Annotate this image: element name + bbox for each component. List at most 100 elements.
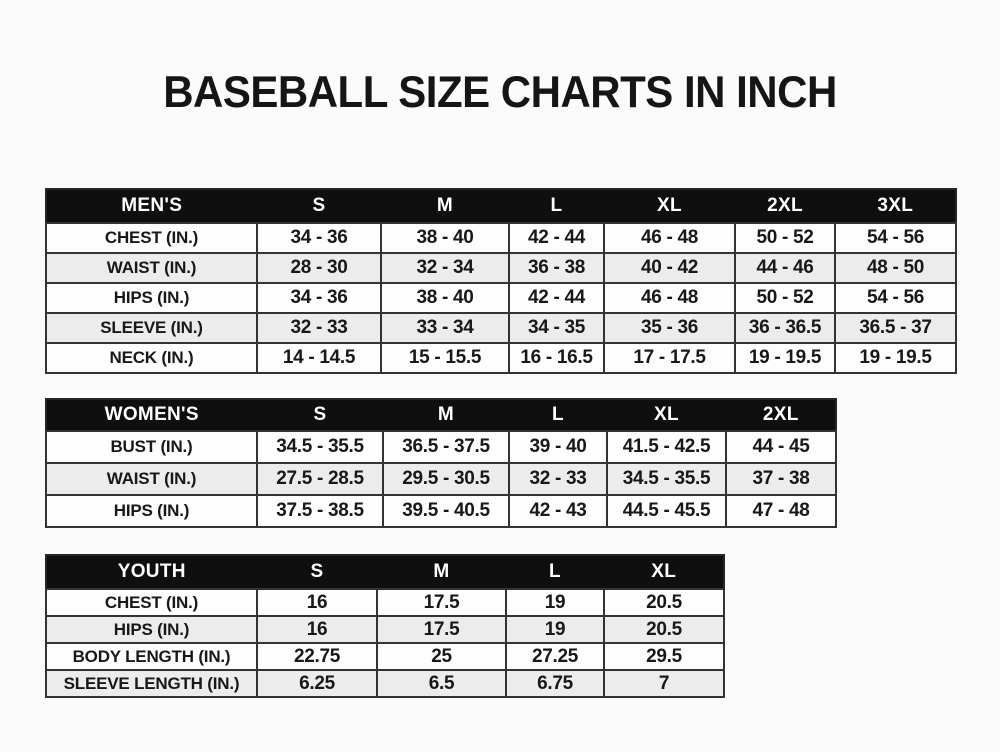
size-column-header: XL	[606, 398, 727, 432]
size-value-cell: 37.5 - 38.5	[256, 494, 384, 528]
measurement-label: HIPS (IN.)	[45, 615, 258, 644]
size-value-cell: 47 - 48	[725, 494, 837, 528]
size-value-cell: 6.75	[505, 669, 605, 698]
size-column-header: S	[256, 398, 384, 432]
measurement-label: HIPS (IN.)	[45, 282, 258, 314]
size-column-header: S	[256, 188, 382, 224]
size-value-cell: 34.5 - 35.5	[606, 462, 727, 496]
size-value-cell: 19	[505, 615, 605, 644]
size-value-cell: 19 - 19.5	[834, 342, 957, 374]
size-value-cell: 34.5 - 35.5	[256, 430, 384, 464]
size-value-cell: 33 - 34	[380, 312, 510, 344]
size-column-header: M	[382, 398, 510, 432]
size-value-cell: 50 - 52	[734, 282, 836, 314]
measurement-label: NECK (IN.)	[45, 342, 258, 374]
measurement-label: SLEEVE (IN.)	[45, 312, 258, 344]
size-column-header: 2XL	[725, 398, 837, 432]
size-value-cell: 29.5	[603, 642, 725, 671]
size-value-cell: 32 - 33	[256, 312, 382, 344]
measurement-label: CHEST (IN.)	[45, 588, 258, 617]
page-title: BASEBALL SIZE CHARTS IN INCH	[163, 66, 837, 117]
table-row: NECK (IN.) 14 - 14.5 15 - 15.5 16 - 16.5 17 …	[45, 342, 957, 374]
size-header-row: WOMEN'S S M L XL 2XL	[45, 398, 837, 432]
size-column-header: XL	[603, 188, 736, 224]
size-value-cell: 20.5	[603, 588, 725, 617]
measurement-label: SLEEVE LENGTH (IN.)	[45, 669, 258, 698]
size-value-cell: 19	[505, 588, 605, 617]
size-value-cell: 20.5	[603, 615, 725, 644]
youth-size-table: YOUTH S M L XL CHEST (IN.) 16 17.5 19 20.5 HIPS (I…	[45, 554, 725, 698]
size-value-cell: 42 - 43	[508, 494, 608, 528]
size-header-row: YOUTH S M L XL	[45, 554, 725, 590]
size-column-header: M	[380, 188, 510, 224]
table-row: CHEST (IN.) 34 - 36 38 - 40 42 - 44 46 - 48 5…	[45, 222, 957, 254]
size-value-cell: 36.5 - 37.5	[382, 430, 510, 464]
size-value-cell: 34 - 36	[256, 222, 382, 254]
size-value-cell: 39 - 40	[508, 430, 608, 464]
size-value-cell: 32 - 34	[380, 252, 510, 284]
size-value-cell: 15 - 15.5	[380, 342, 510, 374]
size-header-row: MEN'S S M L XL 2XL 3XL	[45, 188, 957, 224]
table-row: WAIST (IN.) 27.5 - 28.5 29.5 - 30.5 32 - 33…	[45, 462, 837, 496]
size-value-cell: 22.75	[256, 642, 378, 671]
size-value-cell: 46 - 48	[603, 282, 736, 314]
table-row: BODY LENGTH (IN.) 22.75 25 27.25 29.5	[45, 642, 725, 671]
measurement-label: WAIST (IN.)	[45, 462, 258, 496]
size-value-cell: 35 - 36	[603, 312, 736, 344]
size-value-cell: 19 - 19.5	[734, 342, 836, 374]
size-column-header: 2XL	[734, 188, 836, 224]
size-value-cell: 28 - 30	[256, 252, 382, 284]
table-row: BUST (IN.) 34.5 - 35.5 36.5 - 37.5 39 - 40 4…	[45, 430, 837, 464]
table-row: SLEEVE LENGTH (IN.) 6.25 6.5 6.75 7	[45, 669, 725, 698]
size-value-cell: 32 - 33	[508, 462, 608, 496]
size-value-cell: 37 - 38	[725, 462, 837, 496]
size-value-cell: 36 - 38	[508, 252, 605, 284]
size-value-cell: 16	[256, 615, 378, 644]
size-value-cell: 50 - 52	[734, 222, 836, 254]
measurement-label: CHEST (IN.)	[45, 222, 258, 254]
size-column-header: L	[508, 188, 605, 224]
table-row: HIPS (IN.) 16 17.5 19 20.5	[45, 615, 725, 644]
size-value-cell: 40 - 42	[603, 252, 736, 284]
table-title-cell: YOUTH	[45, 554, 258, 590]
size-value-cell: 44 - 45	[725, 430, 837, 464]
size-value-cell: 38 - 40	[380, 282, 510, 314]
size-value-cell: 27.25	[505, 642, 605, 671]
size-value-cell: 44 - 46	[734, 252, 836, 284]
size-value-cell: 27.5 - 28.5	[256, 462, 384, 496]
measurement-label: HIPS (IN.)	[45, 494, 258, 528]
size-value-cell: 34 - 36	[256, 282, 382, 314]
size-value-cell: 6.25	[256, 669, 378, 698]
table-row: HIPS (IN.) 34 - 36 38 - 40 42 - 44 46 - 48 50…	[45, 282, 957, 314]
size-value-cell: 7	[603, 669, 725, 698]
size-value-cell: 17.5	[376, 615, 507, 644]
size-value-cell: 25	[376, 642, 507, 671]
size-value-cell: 34 - 35	[508, 312, 605, 344]
womens-size-table: WOMEN'S S M L XL 2XL BUST (IN.) 34.5 - 35.5 36.5…	[45, 398, 837, 528]
table-row: HIPS (IN.) 37.5 - 38.5 39.5 - 40.5 42 - 43 4…	[45, 494, 837, 528]
size-value-cell: 16	[256, 588, 378, 617]
size-value-cell: 46 - 48	[603, 222, 736, 254]
size-value-cell: 17.5	[376, 588, 507, 617]
table-row: CHEST (IN.) 16 17.5 19 20.5	[45, 588, 725, 617]
size-value-cell: 48 - 50	[834, 252, 957, 284]
size-column-header: L	[508, 398, 608, 432]
size-value-cell: 6.5	[376, 669, 507, 698]
table-row: WAIST (IN.) 28 - 30 32 - 34 36 - 38 40 - 42 4…	[45, 252, 957, 284]
size-value-cell: 41.5 - 42.5	[606, 430, 727, 464]
table-title-cell: WOMEN'S	[45, 398, 258, 432]
size-value-cell: 36.5 - 37	[834, 312, 957, 344]
size-value-cell: 42 - 44	[508, 222, 605, 254]
size-column-header: S	[256, 554, 378, 590]
size-value-cell: 29.5 - 30.5	[382, 462, 510, 496]
table-row: SLEEVE (IN.) 32 - 33 33 - 34 34 - 35 35 - 36…	[45, 312, 957, 344]
measurement-label: BODY LENGTH (IN.)	[45, 642, 258, 671]
size-value-cell: 42 - 44	[508, 282, 605, 314]
size-value-cell: 14 - 14.5	[256, 342, 382, 374]
size-value-cell: 54 - 56	[834, 282, 957, 314]
size-value-cell: 16 - 16.5	[508, 342, 605, 374]
measurement-label: WAIST (IN.)	[45, 252, 258, 284]
size-value-cell: 44.5 - 45.5	[606, 494, 727, 528]
mens-size-table: MEN'S S M L XL 2XL 3XL CHEST (IN.) 34 - 36 38 - 4…	[45, 188, 957, 374]
